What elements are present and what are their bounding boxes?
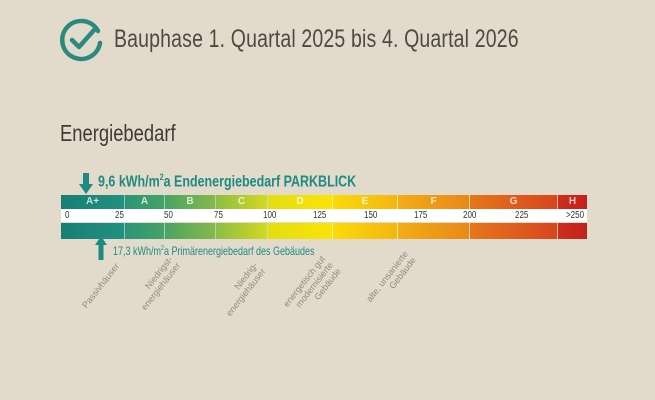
class-segment: B [165, 195, 216, 209]
class-segment [333, 223, 398, 239]
page-title: Bauphase 1. Quartal 2025 bis 4. Quartal … [114, 25, 519, 53]
class-segment [61, 223, 125, 239]
class-segment: G [470, 195, 558, 209]
class-segment: F [398, 195, 470, 209]
class-segment: E [333, 195, 398, 209]
tick-label: 225 [515, 210, 529, 221]
energy-class-bar: A+ A B C D E F G H [61, 195, 587, 209]
scale-band [61, 209, 587, 222]
check-circle-icon [60, 18, 103, 62]
building-type-label: Passivhäuser [80, 261, 122, 310]
building-type-label: Niedrigst-energiehäuser [139, 254, 183, 312]
building-type-label: energetisch gut modernisierte Gebäude [281, 254, 343, 310]
class-segment [470, 223, 558, 239]
header: Bauphase 1. Quartal 2025 bis 4. Quartal … [58, 17, 519, 63]
tick-label: 100 [263, 210, 277, 221]
tick-label: 50 [164, 210, 173, 221]
class-segment: C [216, 195, 268, 209]
class-segment [268, 223, 333, 239]
tick-label: 150 [364, 210, 378, 221]
tick-label: 75 [214, 210, 223, 221]
tick-label: 0 [65, 210, 70, 221]
class-segment [398, 223, 470, 239]
tick-label: 200 [463, 210, 477, 221]
tick-label: >250 [566, 210, 585, 221]
class-segment: H [558, 195, 587, 209]
class-segment: A+ [61, 195, 125, 209]
primary-energy-label: 17,3 kWh/m2a Primärenergiebedarf des Geb… [113, 244, 315, 258]
class-segment: D [268, 195, 333, 209]
section-title: Energiebedarf [60, 120, 176, 146]
building-type-label: Niedrig-energiehäuser [224, 260, 268, 318]
class-segment: A [125, 195, 165, 209]
building-type-label: alte, unsanierte Gebäude [364, 249, 418, 304]
arrow-down-icon [79, 173, 93, 194]
tick-label: 175 [414, 210, 428, 221]
class-segment [558, 223, 587, 239]
class-segment [216, 223, 268, 239]
class-segment [125, 223, 165, 239]
tick-label: 25 [115, 210, 124, 221]
tick-label: 125 [313, 210, 327, 221]
energy-class-bar-bottom [61, 223, 587, 239]
class-segment [165, 223, 216, 239]
end-energy-label: 9,6 kWh/m2a Endenergiebedarf PARKBLICK [98, 172, 357, 191]
arrow-up-icon [95, 236, 107, 260]
